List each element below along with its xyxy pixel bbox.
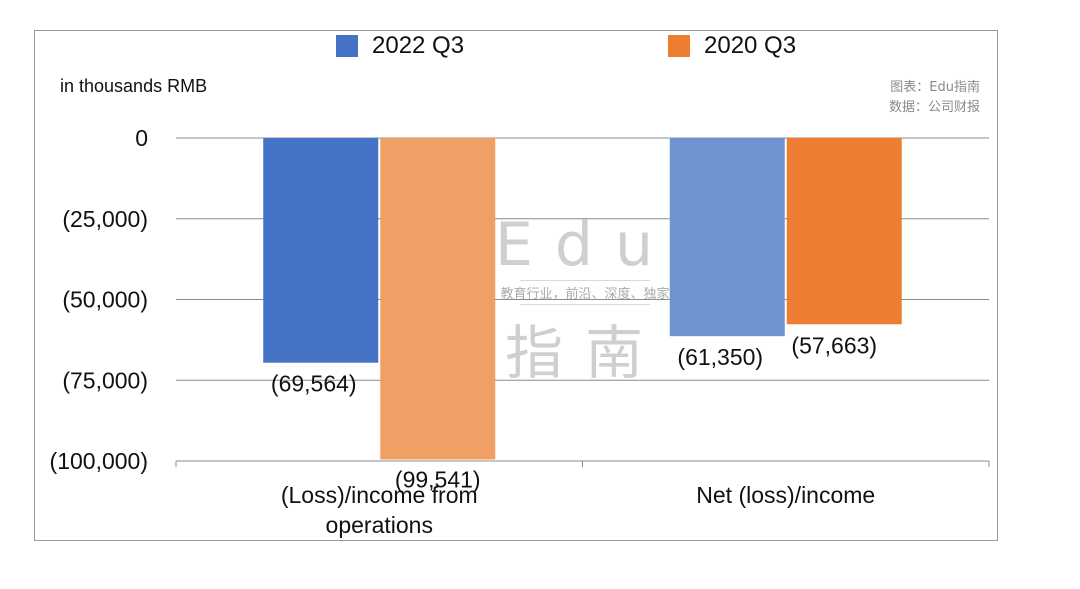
chart-frame — [34, 30, 998, 541]
legend-item-2020-q3: 2020 Q3 — [668, 32, 796, 60]
x-category-label: (Loss)/income from — [281, 482, 478, 508]
y-tick-label: (100,000) — [50, 448, 148, 474]
bar — [669, 138, 785, 337]
y-tick-label: (75,000) — [62, 367, 148, 393]
legend-label-2020-q3: 2020 Q3 — [704, 32, 797, 59]
bar — [786, 138, 902, 325]
y-tick-label: (25,000) — [62, 206, 148, 232]
bar — [380, 138, 496, 460]
bar — [263, 138, 379, 363]
source-note: 图表：Edu指南 数据：公司财报 — [889, 78, 980, 118]
x-category-label: Net (loss)/income — [696, 482, 875, 508]
source-line-data-credit: 数据：公司财报 — [888, 100, 980, 115]
data-label: (99,541) — [395, 467, 481, 493]
x-category-label: operations — [326, 512, 433, 538]
data-label: (57,663) — [791, 332, 877, 358]
legend-label-2022-q3: 2022 Q3 — [372, 32, 465, 59]
source-line-chart-credit: 图表：Edu指南 — [890, 80, 980, 95]
legend-item-2022-q3: 2022 Q3 — [336, 32, 464, 60]
y-tick-label: (50,000) — [62, 287, 148, 313]
y-tick-label: 0 — [135, 125, 148, 151]
legend-swatch-2020-q3 — [668, 35, 690, 57]
data-label: (69,564) — [271, 371, 357, 397]
unit-label: in thousands RMB — [60, 76, 208, 96]
legend-swatch-2022-q3 — [336, 35, 358, 57]
data-label: (61,350) — [677, 344, 763, 370]
